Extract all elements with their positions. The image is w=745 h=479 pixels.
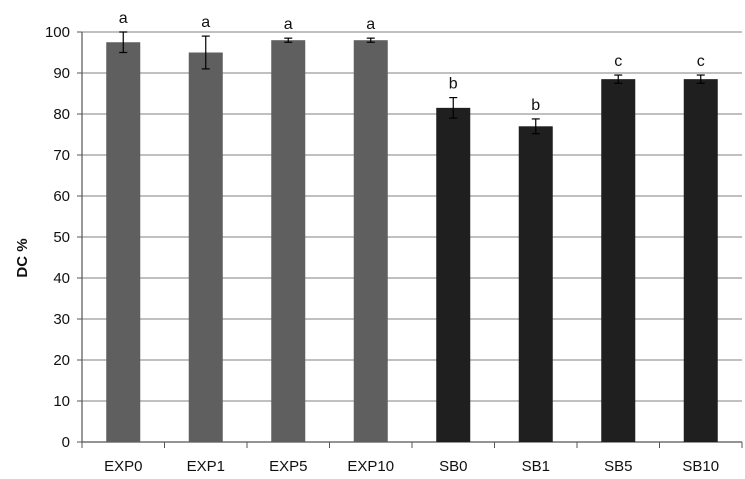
y-tick-label: 70	[53, 147, 70, 164]
y-tick-label: 30	[53, 311, 70, 328]
bar-exp5	[271, 40, 305, 442]
y-axis-label: DC %	[14, 238, 31, 277]
y-tick-label: 20	[53, 352, 70, 369]
x-category-label-sb5: SB5	[604, 458, 632, 475]
gridlines	[77, 32, 742, 448]
bar-sb1	[519, 126, 553, 442]
significance-label-sb10: c	[697, 53, 705, 70]
y-tick-label: 0	[62, 434, 70, 451]
y-tick-label: 60	[53, 188, 70, 205]
significance-label-exp5: a	[284, 16, 293, 33]
x-category-label-exp5: EXP5	[269, 458, 307, 475]
significance-label-sb1: b	[531, 97, 540, 114]
bar-exp10	[354, 40, 388, 442]
significance-label-exp1: a	[201, 14, 210, 31]
bar-sb10	[684, 79, 718, 442]
bar-exp0	[106, 42, 140, 442]
x-category-label-sb10: SB10	[682, 458, 719, 475]
x-category-label-exp0: EXP0	[104, 458, 142, 475]
y-tick-label: 100	[45, 24, 70, 41]
y-tick-label: 80	[53, 106, 70, 123]
x-category-label-exp1: EXP1	[187, 458, 225, 475]
y-tick-label: 50	[53, 229, 70, 246]
significance-label-exp0: a	[119, 10, 128, 27]
significance-label-exp10: a	[366, 16, 375, 33]
x-category-label-sb0: SB0	[439, 458, 467, 475]
bars	[106, 40, 718, 442]
significance-label-sb5: c	[614, 53, 622, 70]
x-category-label-exp10: EXP10	[347, 458, 394, 475]
y-tick-label: 90	[53, 65, 70, 82]
bar-sb5	[601, 79, 635, 442]
significance-label-sb0: b	[449, 76, 458, 93]
y-tick-label: 10	[53, 393, 70, 410]
bar-exp1	[189, 53, 223, 443]
y-tick-label: 40	[53, 270, 70, 287]
bar-sb0	[436, 108, 470, 442]
x-category-label-sb1: SB1	[522, 458, 550, 475]
